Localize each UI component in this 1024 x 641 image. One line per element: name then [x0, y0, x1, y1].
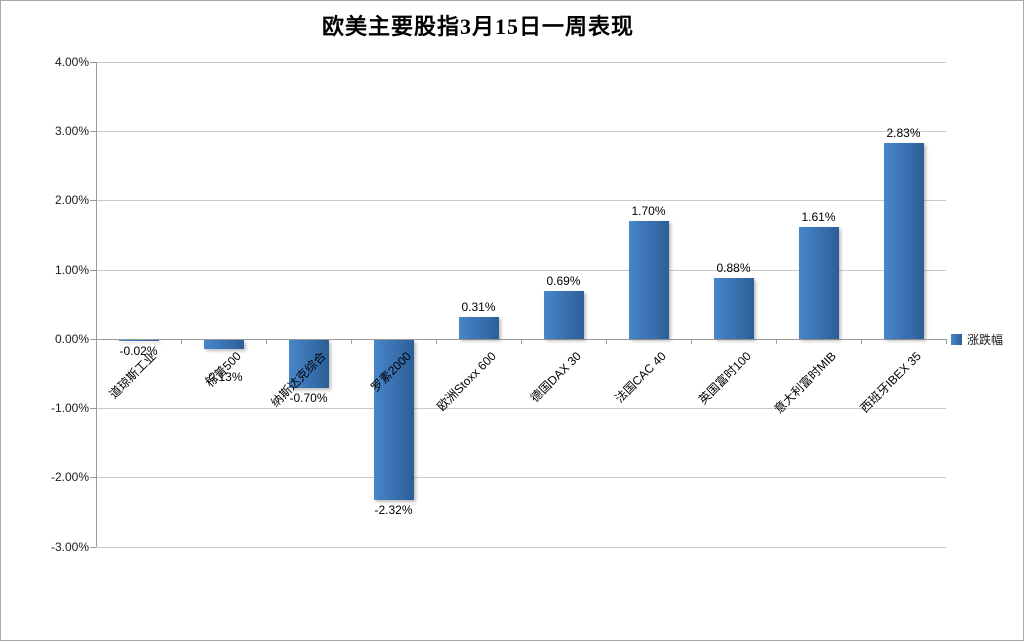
y-axis-tick	[90, 546, 96, 548]
bar-2	[203, 339, 244, 349]
y-axis-tick	[90, 200, 96, 202]
x-axis-tick	[436, 338, 437, 344]
legend-swatch-icon	[951, 334, 962, 345]
y-axis-tick	[90, 62, 96, 63]
data-label-5: 0.31%	[461, 300, 496, 315]
y-axis-label: 3.00%	[54, 124, 89, 139]
data-label-10: 2.83%	[886, 125, 921, 140]
x-axis-tick	[861, 338, 862, 344]
y-axis-label: -1.00%	[50, 401, 89, 416]
legend: 涨跌幅	[951, 331, 1003, 348]
x-axis-tick	[351, 338, 352, 344]
legend-label: 涨跌幅	[967, 333, 1004, 347]
gridline	[96, 477, 946, 479]
x-axis-tick	[96, 338, 97, 344]
y-axis-tick	[90, 408, 96, 410]
x-axis-tick	[606, 338, 607, 344]
gridline	[96, 269, 946, 271]
data-label-3: -0.70%	[289, 391, 328, 406]
y-axis-label: 1.00%	[54, 262, 89, 277]
bar-7	[628, 221, 669, 339]
y-axis-label: -3.00%	[50, 539, 89, 554]
data-label-7: 1.70%	[631, 204, 666, 219]
data-label-4: -2.32%	[374, 503, 413, 518]
x-axis-tick	[776, 338, 777, 344]
bar-10	[883, 142, 924, 339]
y-axis-line	[96, 62, 97, 547]
data-label-8: 0.88%	[716, 260, 751, 275]
gridline	[96, 62, 946, 63]
gridline	[96, 200, 946, 202]
x-axis-tick	[266, 338, 267, 344]
x-axis-tick	[521, 338, 522, 344]
gridline	[96, 131, 946, 133]
bar-9	[798, 227, 839, 339]
bar-3	[288, 339, 329, 389]
y-axis-tick	[90, 269, 96, 271]
bar-4	[373, 339, 414, 501]
chart-title: 欧美主要股指3月15日一周表现	[321, 14, 634, 39]
x-axis-tick	[946, 338, 947, 344]
data-label-1: -0.02%	[119, 344, 158, 359]
y-axis-tick	[90, 477, 96, 479]
data-label-2: -0.13%	[204, 369, 243, 384]
y-axis-label: -2.00%	[50, 470, 89, 485]
y-axis-label: 0.00%	[54, 331, 89, 346]
data-label-9: 1.61%	[801, 210, 836, 225]
gridline	[96, 408, 946, 410]
bar-1	[118, 339, 159, 342]
bar-6	[543, 291, 584, 339]
gridline	[96, 546, 946, 548]
bar-5	[458, 317, 499, 339]
y-axis-label: 4.00%	[54, 55, 89, 69]
x-axis-tick	[691, 338, 692, 344]
bar-8	[713, 277, 754, 339]
data-label-6: 0.69%	[546, 274, 581, 289]
y-axis-tick	[90, 338, 96, 340]
x-axis-tick	[181, 338, 182, 344]
y-axis-label: 2.00%	[54, 193, 89, 208]
y-axis-tick	[90, 131, 96, 133]
